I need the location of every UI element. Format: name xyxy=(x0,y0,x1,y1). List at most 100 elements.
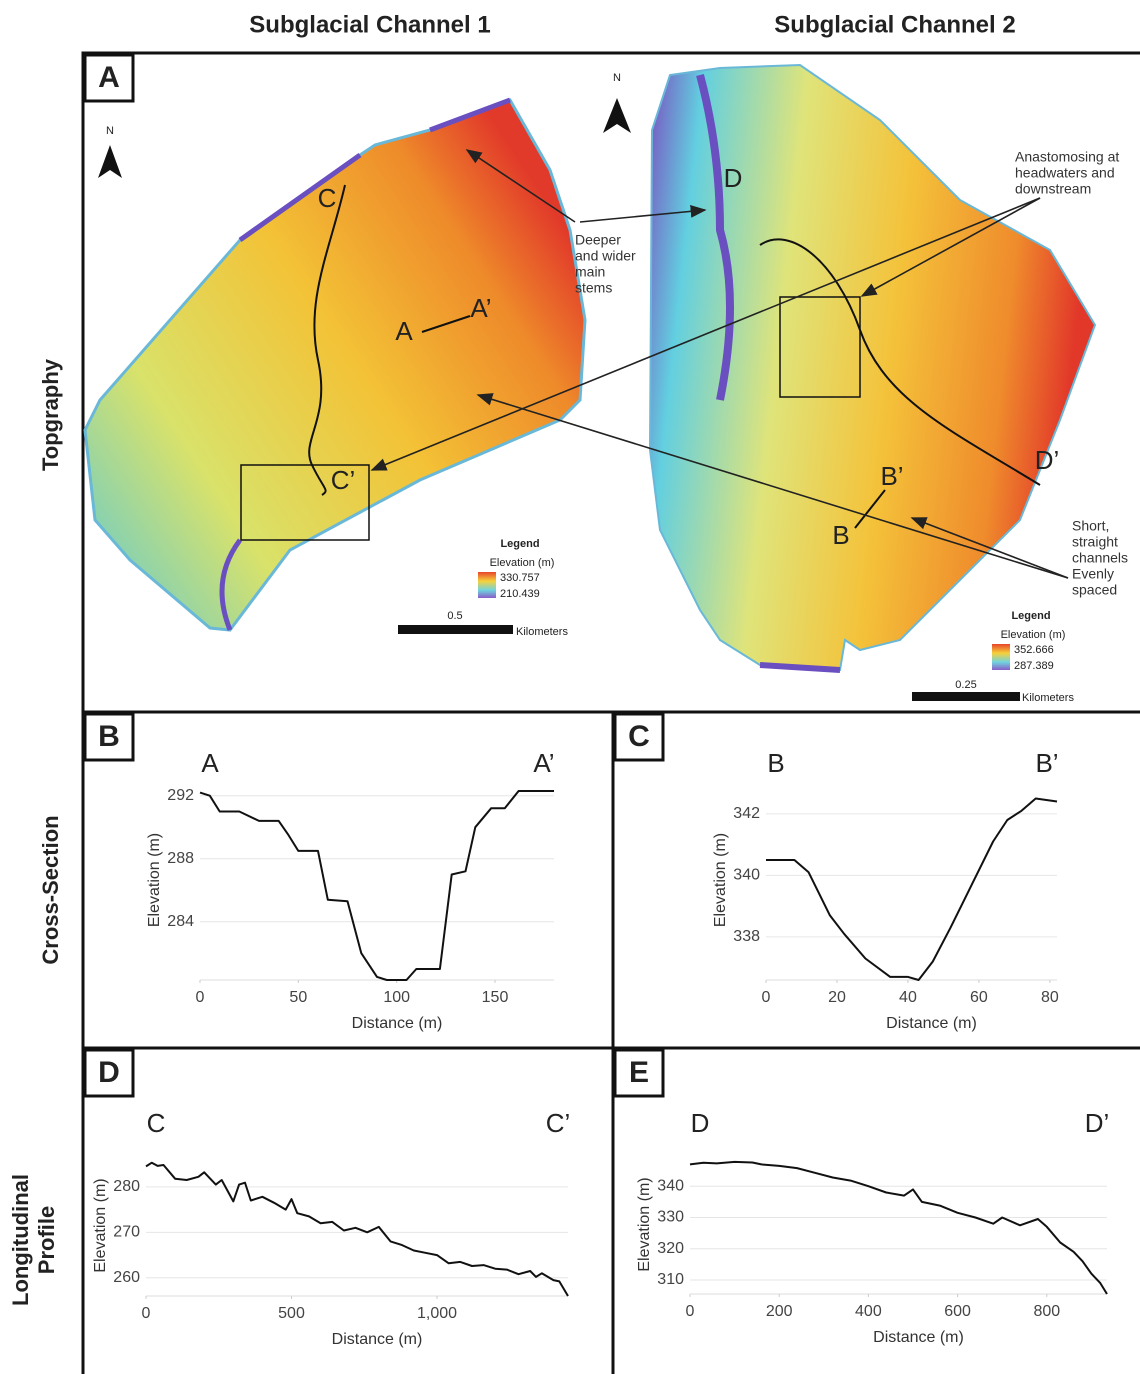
north-label: N xyxy=(613,72,621,84)
y-axis-label: Elevation (m) xyxy=(636,1177,653,1271)
legend-ramp xyxy=(478,572,496,598)
profile-line xyxy=(200,791,554,980)
map-annotation: stems xyxy=(575,280,612,296)
map-label: C xyxy=(318,183,337,213)
x-tick-label: 1,000 xyxy=(417,1305,457,1322)
panel-letter: E xyxy=(629,1056,649,1089)
legend-title: Legend xyxy=(500,538,539,550)
map-annotation: main xyxy=(575,264,605,280)
panel-letter: D xyxy=(98,1056,120,1089)
x-tick-label: 200 xyxy=(766,1303,793,1320)
legend-high: 330.757 xyxy=(500,572,540,584)
section-start-label: A xyxy=(201,748,219,778)
x-tick-label: 40 xyxy=(899,989,917,1006)
panel-letter: C xyxy=(628,720,650,753)
map-label: D’ xyxy=(1035,445,1060,475)
map-label: C’ xyxy=(331,465,356,495)
panel-letter: B xyxy=(98,720,120,753)
scale-label: 0.5 xyxy=(447,610,462,622)
section-end-label: D’ xyxy=(1085,1108,1110,1138)
y-tick-label: 320 xyxy=(657,1240,684,1257)
y-axis-label: Elevation (m) xyxy=(92,1178,109,1272)
map-label: D xyxy=(724,163,743,193)
north-label: N xyxy=(106,125,114,137)
scale-unit: Kilometers xyxy=(516,626,568,638)
scale-label: 0.25 xyxy=(955,679,976,691)
x-tick-label: 600 xyxy=(944,1303,971,1320)
map-annotation: and wider xyxy=(575,248,636,264)
y-tick-label: 260 xyxy=(113,1269,140,1286)
map-annotation: straight xyxy=(1072,534,1118,550)
x-tick-label: 80 xyxy=(1041,989,1059,1006)
y-tick-label: 284 xyxy=(167,913,194,930)
section-start-label: D xyxy=(691,1108,710,1138)
profile-line xyxy=(690,1162,1107,1294)
x-tick-label: 0 xyxy=(686,1303,695,1320)
x-axis-label: Distance (m) xyxy=(352,1015,443,1032)
panel-letter: A xyxy=(98,61,120,94)
scale-bar xyxy=(398,625,513,634)
x-axis-label: Distance (m) xyxy=(886,1015,977,1032)
x-tick-label: 150 xyxy=(482,989,509,1006)
x-tick-label: 800 xyxy=(1033,1303,1060,1320)
map-annotation: Short, xyxy=(1072,518,1109,534)
section-end-label: B’ xyxy=(1035,748,1058,778)
row-label: Profile xyxy=(34,1206,59,1274)
map-annotation: Evenly xyxy=(1072,566,1114,582)
section-end-label: C’ xyxy=(546,1108,571,1138)
map-annotation: Anastomosing at xyxy=(1015,149,1119,165)
x-axis-label: Distance (m) xyxy=(873,1329,964,1346)
x-tick-label: 500 xyxy=(278,1305,305,1322)
section-end-label: A’ xyxy=(533,748,554,778)
map-annotation: headwaters and xyxy=(1015,165,1115,181)
y-axis-label: Elevation (m) xyxy=(146,833,163,927)
row-label: Topgraphy xyxy=(38,358,63,471)
y-tick-label: 292 xyxy=(167,787,194,804)
legend-low: 210.439 xyxy=(500,588,540,600)
column-header: Subglacial Channel 2 xyxy=(774,11,1015,38)
row-label: Cross-Section xyxy=(38,815,63,964)
profile-line xyxy=(146,1163,568,1296)
map-annotation: channels xyxy=(1072,550,1128,566)
section-start-label: B xyxy=(767,748,784,778)
scale-bar xyxy=(912,692,1020,701)
x-tick-label: 400 xyxy=(855,1303,882,1320)
y-tick-label: 270 xyxy=(113,1224,140,1241)
legend-low: 287.389 xyxy=(1014,660,1054,672)
y-tick-label: 330 xyxy=(657,1209,684,1226)
y-axis-label: Elevation (m) xyxy=(712,833,729,927)
map-annotation: Deeper xyxy=(575,232,621,248)
x-tick-label: 50 xyxy=(289,989,307,1006)
legend-subtitle: Elevation (m) xyxy=(1001,629,1066,641)
legend-ramp xyxy=(992,644,1010,670)
y-tick-label: 342 xyxy=(733,805,760,822)
x-tick-label: 0 xyxy=(762,989,771,1006)
y-tick-label: 280 xyxy=(113,1178,140,1195)
x-tick-label: 60 xyxy=(970,989,988,1006)
x-tick-label: 0 xyxy=(142,1305,151,1322)
map-label: B’ xyxy=(880,461,903,491)
legend-high: 352.666 xyxy=(1014,644,1054,656)
figure: Subglacial Channel 1 Subglacial Channel … xyxy=(0,0,1140,1374)
x-tick-label: 20 xyxy=(828,989,846,1006)
map-label: B xyxy=(832,520,849,550)
legend-title: Legend xyxy=(1011,610,1050,622)
legend-subtitle: Elevation (m) xyxy=(490,557,555,569)
y-tick-label: 340 xyxy=(733,867,760,884)
map-annotation: spaced xyxy=(1072,582,1117,598)
map-label: A xyxy=(395,316,413,346)
map-annotation: downstream xyxy=(1015,181,1091,197)
row-label: Longitudinal xyxy=(8,1174,33,1306)
section-start-label: C xyxy=(147,1108,166,1138)
profile-line xyxy=(766,799,1057,981)
x-axis-label: Distance (m) xyxy=(332,1331,423,1348)
y-tick-label: 310 xyxy=(657,1271,684,1288)
column-header: Subglacial Channel 1 xyxy=(249,11,490,38)
y-tick-label: 338 xyxy=(733,928,760,945)
y-tick-label: 288 xyxy=(167,850,194,867)
map-label: A’ xyxy=(470,293,491,323)
scale-unit: Kilometers xyxy=(1022,692,1074,704)
north-arrow xyxy=(98,145,122,178)
x-tick-label: 0 xyxy=(196,989,205,1006)
x-tick-label: 100 xyxy=(383,989,410,1006)
